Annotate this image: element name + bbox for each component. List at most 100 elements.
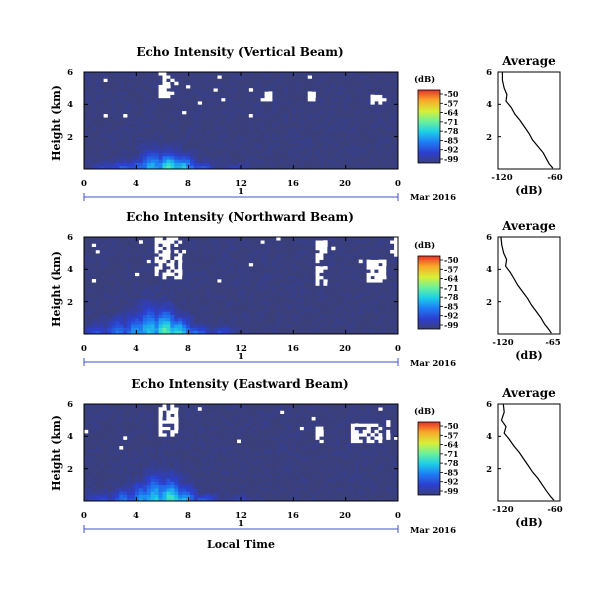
heatmap-cell xyxy=(131,491,136,495)
heatmap-cell xyxy=(362,81,367,86)
heatmap-cell xyxy=(292,275,297,280)
heatmap-cell xyxy=(339,471,344,476)
heatmap-cell xyxy=(264,275,269,280)
heatmap-cell xyxy=(366,452,371,457)
heatmap-cell xyxy=(91,159,97,163)
heatmap-cell xyxy=(197,94,203,99)
heatmap-cell xyxy=(178,146,183,150)
heatmap-cell xyxy=(252,114,257,118)
heatmap-cell xyxy=(150,491,155,495)
heatmap-cell xyxy=(362,149,367,154)
heatmap-cell xyxy=(186,246,191,251)
heatmap-cell xyxy=(135,288,140,293)
heatmap-cell xyxy=(315,426,320,431)
heatmap-cell xyxy=(209,481,214,486)
heatmap-cell xyxy=(142,288,148,293)
heatmap-cell xyxy=(166,262,171,267)
heatmap-cell xyxy=(111,301,116,306)
heatmap-cell xyxy=(87,413,93,418)
heatmap-cell xyxy=(107,324,112,328)
heatmap-cell xyxy=(146,246,152,251)
heatmap-cell xyxy=(241,327,246,332)
heatmap-cell xyxy=(248,133,254,137)
heatmap-cell xyxy=(166,404,171,408)
heatmap-cell xyxy=(241,497,246,502)
heatmap-cell xyxy=(99,317,104,322)
heatmap-cell xyxy=(280,314,285,319)
heatmap-cell xyxy=(170,72,175,76)
heatmap-cell xyxy=(91,101,97,105)
heatmap-cell xyxy=(150,311,155,315)
heatmap-cell xyxy=(343,253,348,257)
heatmap-cell xyxy=(327,420,332,424)
heatmap-cell xyxy=(382,291,387,296)
heatmap-cell xyxy=(146,484,152,489)
heatmap-cell xyxy=(346,484,352,489)
heatmap-cell xyxy=(138,246,144,251)
heatmap-cell xyxy=(335,452,340,457)
heatmap-cell xyxy=(189,75,195,79)
heatmap-cell xyxy=(260,117,265,121)
heatmap-cell xyxy=(378,314,383,319)
heatmap-cell xyxy=(138,497,144,502)
heatmap-cell xyxy=(252,143,257,147)
heatmap-cell xyxy=(135,478,140,482)
heatmap-cell xyxy=(99,465,104,469)
heatmap-cell xyxy=(174,275,179,280)
colorbar-tick-label: -64 xyxy=(444,108,459,118)
heatmap-cell xyxy=(366,416,371,421)
heatmap-cell xyxy=(182,407,187,411)
heatmap-cell xyxy=(170,314,175,319)
heatmap-cell xyxy=(205,465,210,469)
heatmap-cell xyxy=(193,114,199,118)
heatmap-cell xyxy=(248,126,254,131)
heatmap-cell xyxy=(95,81,100,86)
heatmap-cell xyxy=(331,298,336,302)
heatmap-cell xyxy=(225,314,230,319)
heatmap-cell xyxy=(229,88,234,92)
heatmap-cell xyxy=(213,475,218,479)
heatmap-cell xyxy=(268,146,273,150)
heatmap-cell xyxy=(119,327,124,332)
heatmap-cell xyxy=(252,314,257,319)
heatmap-cell xyxy=(264,404,269,408)
heatmap-cell xyxy=(170,416,175,421)
heatmap-cell xyxy=(366,269,371,273)
heatmap-cell xyxy=(91,407,97,411)
heatmap-cell xyxy=(284,165,289,170)
heatmap-cell xyxy=(189,478,195,482)
heatmap-cell xyxy=(229,327,234,332)
heatmap-cell xyxy=(146,314,152,319)
heatmap-cell xyxy=(201,165,206,170)
heatmap-cell xyxy=(213,468,218,473)
heatmap-cell xyxy=(366,413,371,418)
heatmap-cell xyxy=(237,282,242,286)
heatmap-cell xyxy=(142,426,148,431)
heatmap-cell xyxy=(221,494,226,499)
heatmap-cell xyxy=(178,410,183,414)
heatmap-cell xyxy=(354,449,360,453)
heatmap-cell xyxy=(150,330,155,335)
heatmap-cell xyxy=(327,107,332,112)
heatmap-cell xyxy=(166,269,171,273)
colorbar-tick-label: -50 xyxy=(444,421,459,431)
heatmap-cell xyxy=(135,130,140,134)
heatmap-cell xyxy=(91,114,97,118)
heatmap-cell xyxy=(166,446,171,450)
heatmap-cell xyxy=(123,491,128,495)
heatmap-cell xyxy=(150,256,155,260)
heatmap-cell xyxy=(248,146,254,150)
heatmap-cell xyxy=(382,107,387,112)
heatmap-cell xyxy=(95,449,100,453)
heatmap-cell xyxy=(319,117,324,121)
heatmap-cell xyxy=(327,136,332,141)
heatmap-cell xyxy=(205,494,210,499)
heatmap-cell xyxy=(280,488,285,492)
heatmap-cell xyxy=(131,327,136,332)
heatmap-cell xyxy=(374,117,379,121)
heatmap-cell xyxy=(95,110,100,115)
heatmap-cell xyxy=(103,78,108,82)
heatmap-cell xyxy=(146,266,152,270)
heatmap-cell xyxy=(272,410,277,414)
heatmap-cell xyxy=(260,165,265,170)
